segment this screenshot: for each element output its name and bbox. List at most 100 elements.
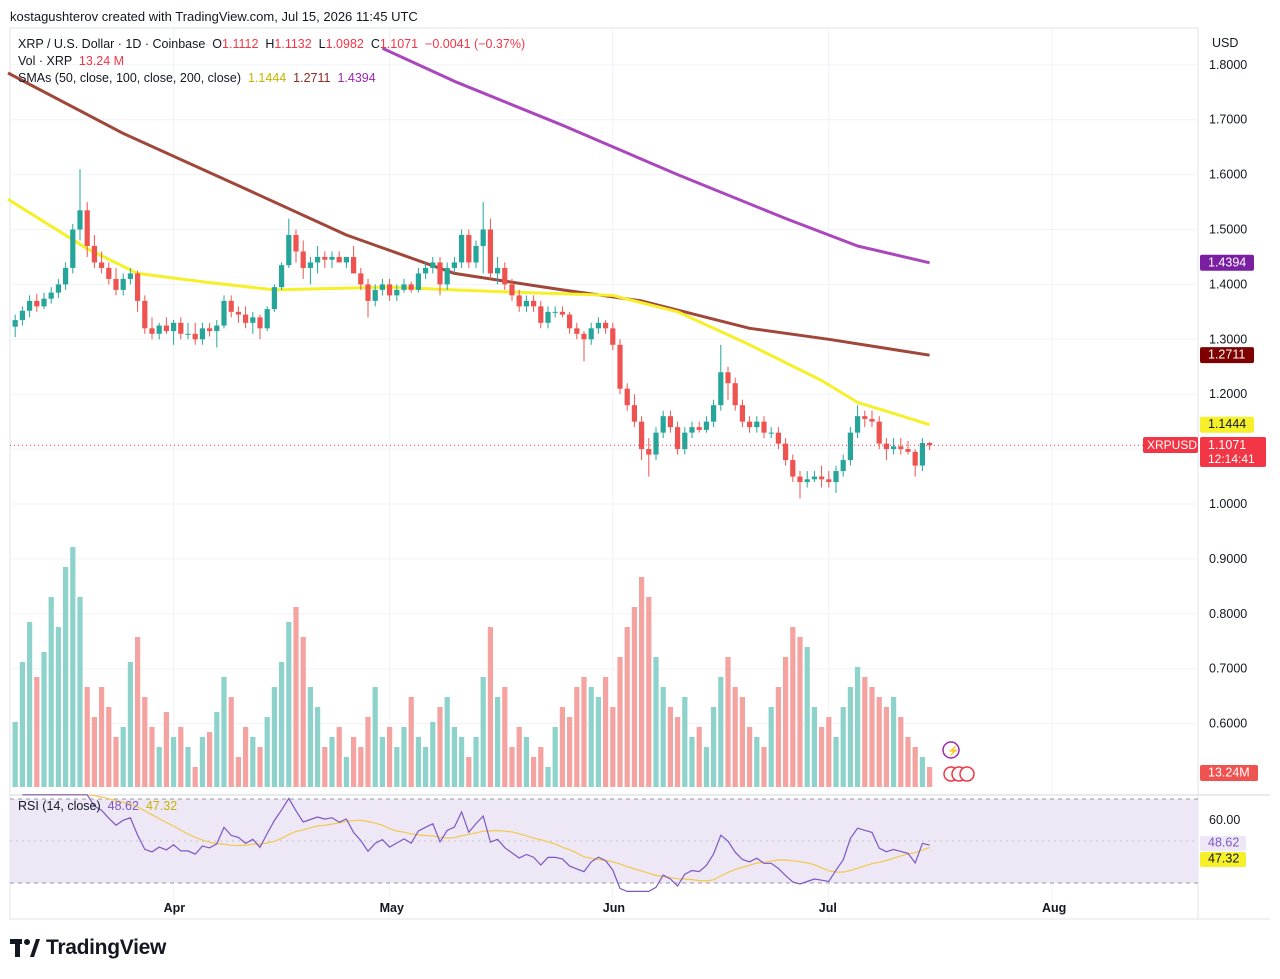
volume-bar <box>639 577 645 787</box>
lightning-event-icon[interactable] <box>942 741 960 759</box>
candle-body <box>833 471 839 483</box>
candle-body <box>703 421 709 430</box>
low-label: L <box>318 37 326 51</box>
candle-body <box>912 451 918 466</box>
volume-bar <box>358 747 364 787</box>
volume-bar <box>833 737 839 787</box>
volume-bar <box>99 687 105 787</box>
volume-bar <box>927 767 933 787</box>
price-tick-label: 1.0000 <box>1209 497 1247 511</box>
symbol-title[interactable]: XRP / U.S. Dollar · 1D · Coinbase <box>18 37 206 51</box>
volume-bar <box>437 707 443 787</box>
price-tick-label: 0.9000 <box>1209 552 1247 566</box>
volume-label[interactable]: Vol · XRP <box>18 54 72 68</box>
tradingview-logo-icon <box>10 939 40 957</box>
volume-bar <box>473 737 479 787</box>
volume-bar <box>775 687 781 787</box>
candle-body <box>754 421 760 428</box>
candle-body <box>653 432 659 455</box>
time-tick-label: Apr <box>164 901 186 915</box>
volume-bar <box>480 677 486 787</box>
rsi-line <box>22 794 930 892</box>
low-value: 1.0982 <box>325 37 364 51</box>
volume-bar <box>783 657 789 787</box>
volume-badge: 13.24M <box>1208 766 1250 780</box>
volume-bar <box>840 707 846 787</box>
candle-body <box>293 234 299 252</box>
volume-bar <box>207 732 213 787</box>
candle-body <box>322 256 328 260</box>
candle-body <box>495 267 501 274</box>
volume-bar <box>502 687 508 787</box>
candle-body <box>811 476 817 480</box>
candle-body <box>243 314 249 323</box>
candle-body <box>430 262 436 268</box>
sma100-line <box>7 71 930 357</box>
volume-bar <box>675 717 681 787</box>
candle-body <box>207 328 213 332</box>
price-badge: 1.1071 <box>1208 438 1246 452</box>
candle-body <box>718 372 724 406</box>
volume-bar <box>41 652 47 787</box>
rsi-ma-value: 47.32 <box>145 799 178 813</box>
candle-body <box>487 229 493 274</box>
candle-body <box>358 273 364 285</box>
volume-bar <box>883 707 889 787</box>
candle-body <box>300 251 306 268</box>
candle-body <box>855 416 861 433</box>
close-value: 1.1071 <box>379 37 419 51</box>
candle-body <box>235 311 241 315</box>
volume-bar <box>199 737 205 787</box>
candle-body <box>286 234 292 266</box>
candle-body <box>329 256 335 260</box>
volume-bar <box>523 737 529 787</box>
volume-bar <box>271 687 277 787</box>
volume-bar <box>718 677 724 787</box>
volume-bar <box>509 747 515 787</box>
volume-bar <box>667 707 673 787</box>
price-tick-label: 1.7000 <box>1209 113 1247 127</box>
rsi-value: 48.62 <box>107 799 139 813</box>
volume-bar <box>552 727 558 787</box>
volume-bar <box>444 697 450 787</box>
volume-bar <box>876 697 882 787</box>
price-tick-label: 0.8000 <box>1209 607 1247 621</box>
candle-body <box>667 416 673 428</box>
volume-bar <box>408 697 414 787</box>
rsi-label[interactable]: RSI (14, close) <box>18 799 101 813</box>
volume-bar <box>466 757 472 787</box>
time-tick-label: Aug <box>1042 901 1066 915</box>
candle-body <box>567 314 573 329</box>
sma200-badge-bg <box>1200 254 1254 271</box>
volume-bar <box>228 697 234 787</box>
candle-body <box>696 427 702 430</box>
volume-bar <box>754 737 760 787</box>
candle-body <box>120 278 126 290</box>
lightning-glyph: ⚡ <box>947 744 959 757</box>
candle-body <box>905 449 911 452</box>
volume-bar <box>891 697 897 787</box>
volume-bar <box>804 647 810 787</box>
tradingview-logo[interactable]: TradingView <box>10 936 166 960</box>
volume-bar <box>559 707 565 787</box>
candle-body <box>617 344 623 389</box>
candle-body <box>531 300 537 307</box>
rsi-ma-badge-bg <box>1200 852 1246 867</box>
sma-row: SMAs (50, close, 100, close, 200, close)… <box>18 70 525 87</box>
volume-bar <box>84 687 90 787</box>
volume-bar <box>235 757 241 787</box>
volume-bar <box>660 687 666 787</box>
candle-body <box>559 311 565 315</box>
candle-body <box>804 479 810 483</box>
volume-bar <box>912 747 918 787</box>
sma-label[interactable]: SMAs (50, close, 100, close, 200, close) <box>18 71 242 85</box>
volume-bar <box>48 597 54 787</box>
candle-body <box>523 300 529 307</box>
candle-body <box>682 432 688 450</box>
volume-bar <box>70 547 76 787</box>
volume-bar <box>192 767 198 787</box>
volume-bar <box>250 737 256 787</box>
us-flag-event-icon[interactable] <box>959 766 975 782</box>
candle-body <box>127 273 133 279</box>
candle-body <box>387 284 393 296</box>
